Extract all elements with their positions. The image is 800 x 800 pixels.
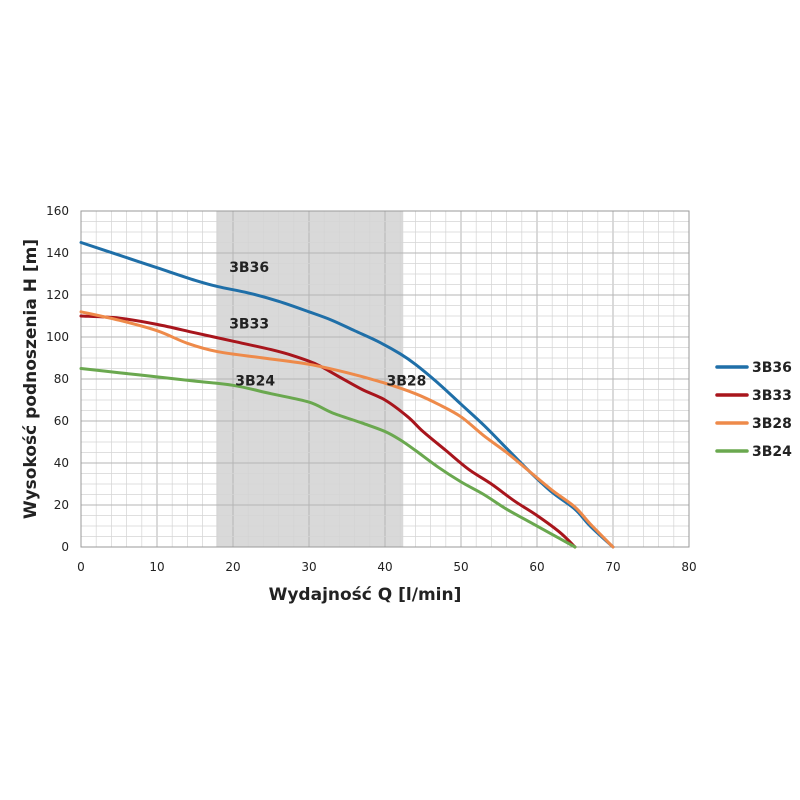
y-tick-label: 40	[54, 456, 69, 470]
y-tick-label: 80	[54, 372, 69, 386]
series-line-3b24	[79, 367, 577, 549]
series-line-3b33	[79, 314, 577, 549]
y-tick-label: 20	[54, 498, 69, 512]
series-layer	[79, 241, 615, 549]
x-tick-label: 80	[681, 560, 696, 574]
plot-frame	[80, 210, 690, 548]
x-tick-label: 40	[377, 560, 392, 574]
x-tick-label: 60	[529, 560, 544, 574]
y-tick-label: 0	[61, 540, 69, 554]
legend-label-3b24: 3B24	[752, 444, 792, 460]
series-label-3b33: 3B33	[229, 317, 269, 333]
x-tick-label: 20	[225, 560, 240, 574]
y-axis-title: Wysokość podnoszenia H [m]	[21, 239, 41, 519]
y-tick-label: 60	[54, 414, 69, 428]
x-tick-label: 10	[149, 560, 164, 574]
x-tick-label: 70	[605, 560, 620, 574]
legend-label-3b33: 3B33	[752, 388, 792, 404]
legend: 3B36 3B33 3B28 3B24	[715, 360, 792, 460]
series-label-3b28: 3B28	[387, 373, 427, 389]
series-label-3b36: 3B36	[229, 260, 269, 276]
tick-label-layer: 0 10 20 30 40 50 60 70 80 0 20 40 60 80 100 120 140 160	[46, 204, 697, 574]
x-axis-title: Wydajność Q [l/min]	[269, 585, 462, 605]
series-label-layer: 3B36 3B33 3B28 3B24	[229, 260, 426, 389]
y-tick-label: 140	[46, 246, 69, 260]
y-tick-label: 160	[46, 204, 69, 218]
series-line-3b28	[79, 310, 615, 549]
legend-label-3b28: 3B28	[752, 416, 792, 432]
y-tick-label: 100	[46, 330, 69, 344]
x-tick-label: 30	[301, 560, 316, 574]
x-tick-label: 50	[453, 560, 468, 574]
x-tick-label: 0	[77, 560, 85, 574]
y-tick-label: 120	[46, 288, 69, 302]
legend-label-3b36: 3B36	[752, 360, 792, 376]
series-label-3b24: 3B24	[235, 373, 275, 389]
